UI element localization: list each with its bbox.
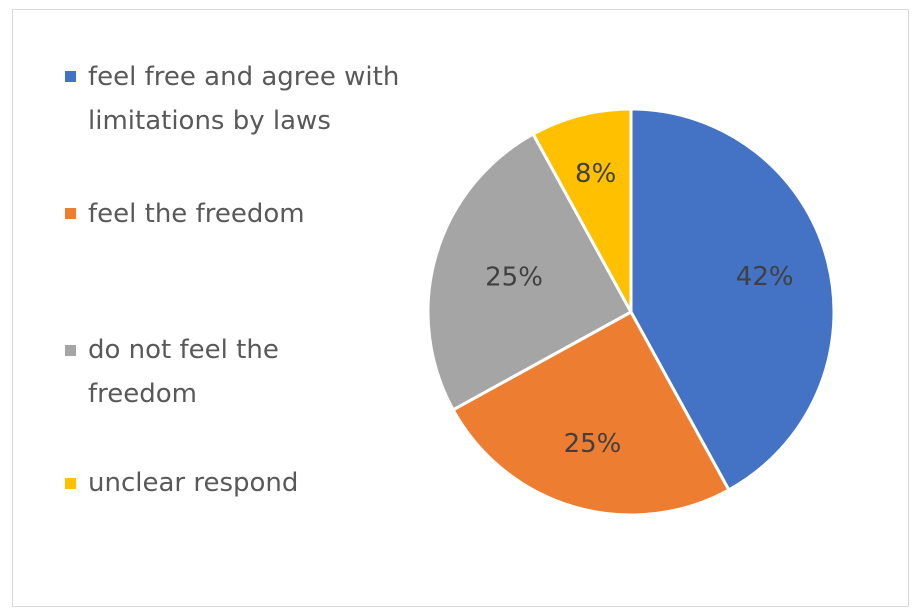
pie-slice-feel-freedom — [451, 310, 731, 517]
data-label-feel-freedom: 25% — [564, 429, 622, 459]
legend-marker-orange — [65, 208, 76, 219]
data-label-limitations: 42% — [736, 262, 794, 292]
legend-marker-blue — [65, 71, 76, 82]
data-label-unclear: 8% — [575, 159, 616, 189]
pie-data-labels: 42% 25% 25% 8% — [485, 159, 793, 459]
pie-slice-limitations — [629, 107, 836, 492]
legend-label-unclear: unclear respond — [88, 468, 299, 498]
legend-marker-gray — [65, 345, 76, 356]
pie-slices — [426, 107, 836, 517]
pie-slice-unclear — [531, 107, 633, 314]
legend-label-limitations: feel free and agree with limitations by … — [88, 62, 400, 136]
legend-label-not-feel-freedom: do not feel the freedom — [88, 335, 279, 409]
legend-label-feel-freedom: feel the freedom — [88, 199, 305, 229]
pie-slice-not-feel-freedom — [426, 132, 633, 412]
data-label-not-feel-freedom: 25% — [485, 263, 543, 293]
legend-marker-yellow — [65, 478, 76, 489]
